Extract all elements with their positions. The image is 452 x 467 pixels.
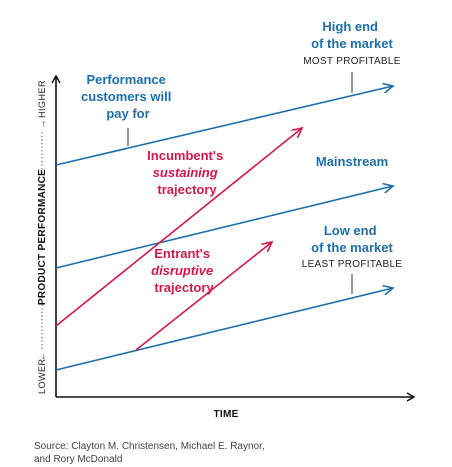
source-line-2: and Rory McDonald — [34, 454, 123, 465]
high-end-label: High end of the market — [311, 19, 393, 51]
least-profitable-label: LEAST PROFITABLE — [302, 259, 403, 270]
source-line-1: Source: Clayton M. Christensen, Michael … — [34, 441, 265, 452]
entrant-label: Entrant's disruptive trajectory — [151, 246, 217, 295]
high-end-line — [55, 86, 393, 166]
y-axis-label: PRODUCT PERFORMANCE — [37, 169, 48, 305]
mainstream-label: Mainstream — [316, 154, 388, 169]
x-axis-label: TIME — [213, 409, 238, 420]
low-end-line — [55, 288, 393, 371]
low-end-label: Low end of the market — [311, 223, 393, 255]
mainstream-line — [55, 186, 393, 269]
disruptive-trajectory-line — [135, 242, 272, 351]
most-profitable-label: MOST PROFITABLE — [303, 56, 401, 67]
sustaining-trajectory-line — [55, 128, 302, 327]
y-high-arrow: → — [37, 119, 47, 129]
incumbent-label: Incumbent's sustaining trajectory — [147, 148, 227, 197]
y-high-label: HIGHER — [37, 80, 47, 118]
performance-label: Performance customers will pay for — [81, 72, 175, 121]
source-note: Source: Clayton M. Christensen, Michael … — [34, 440, 334, 466]
y-low-label: LOWER — [37, 358, 47, 394]
y-axis-labels: PRODUCT PERFORMANCE LOWER ← HIGHER → — [37, 80, 48, 394]
y-low-arrow: ← — [37, 352, 47, 362]
